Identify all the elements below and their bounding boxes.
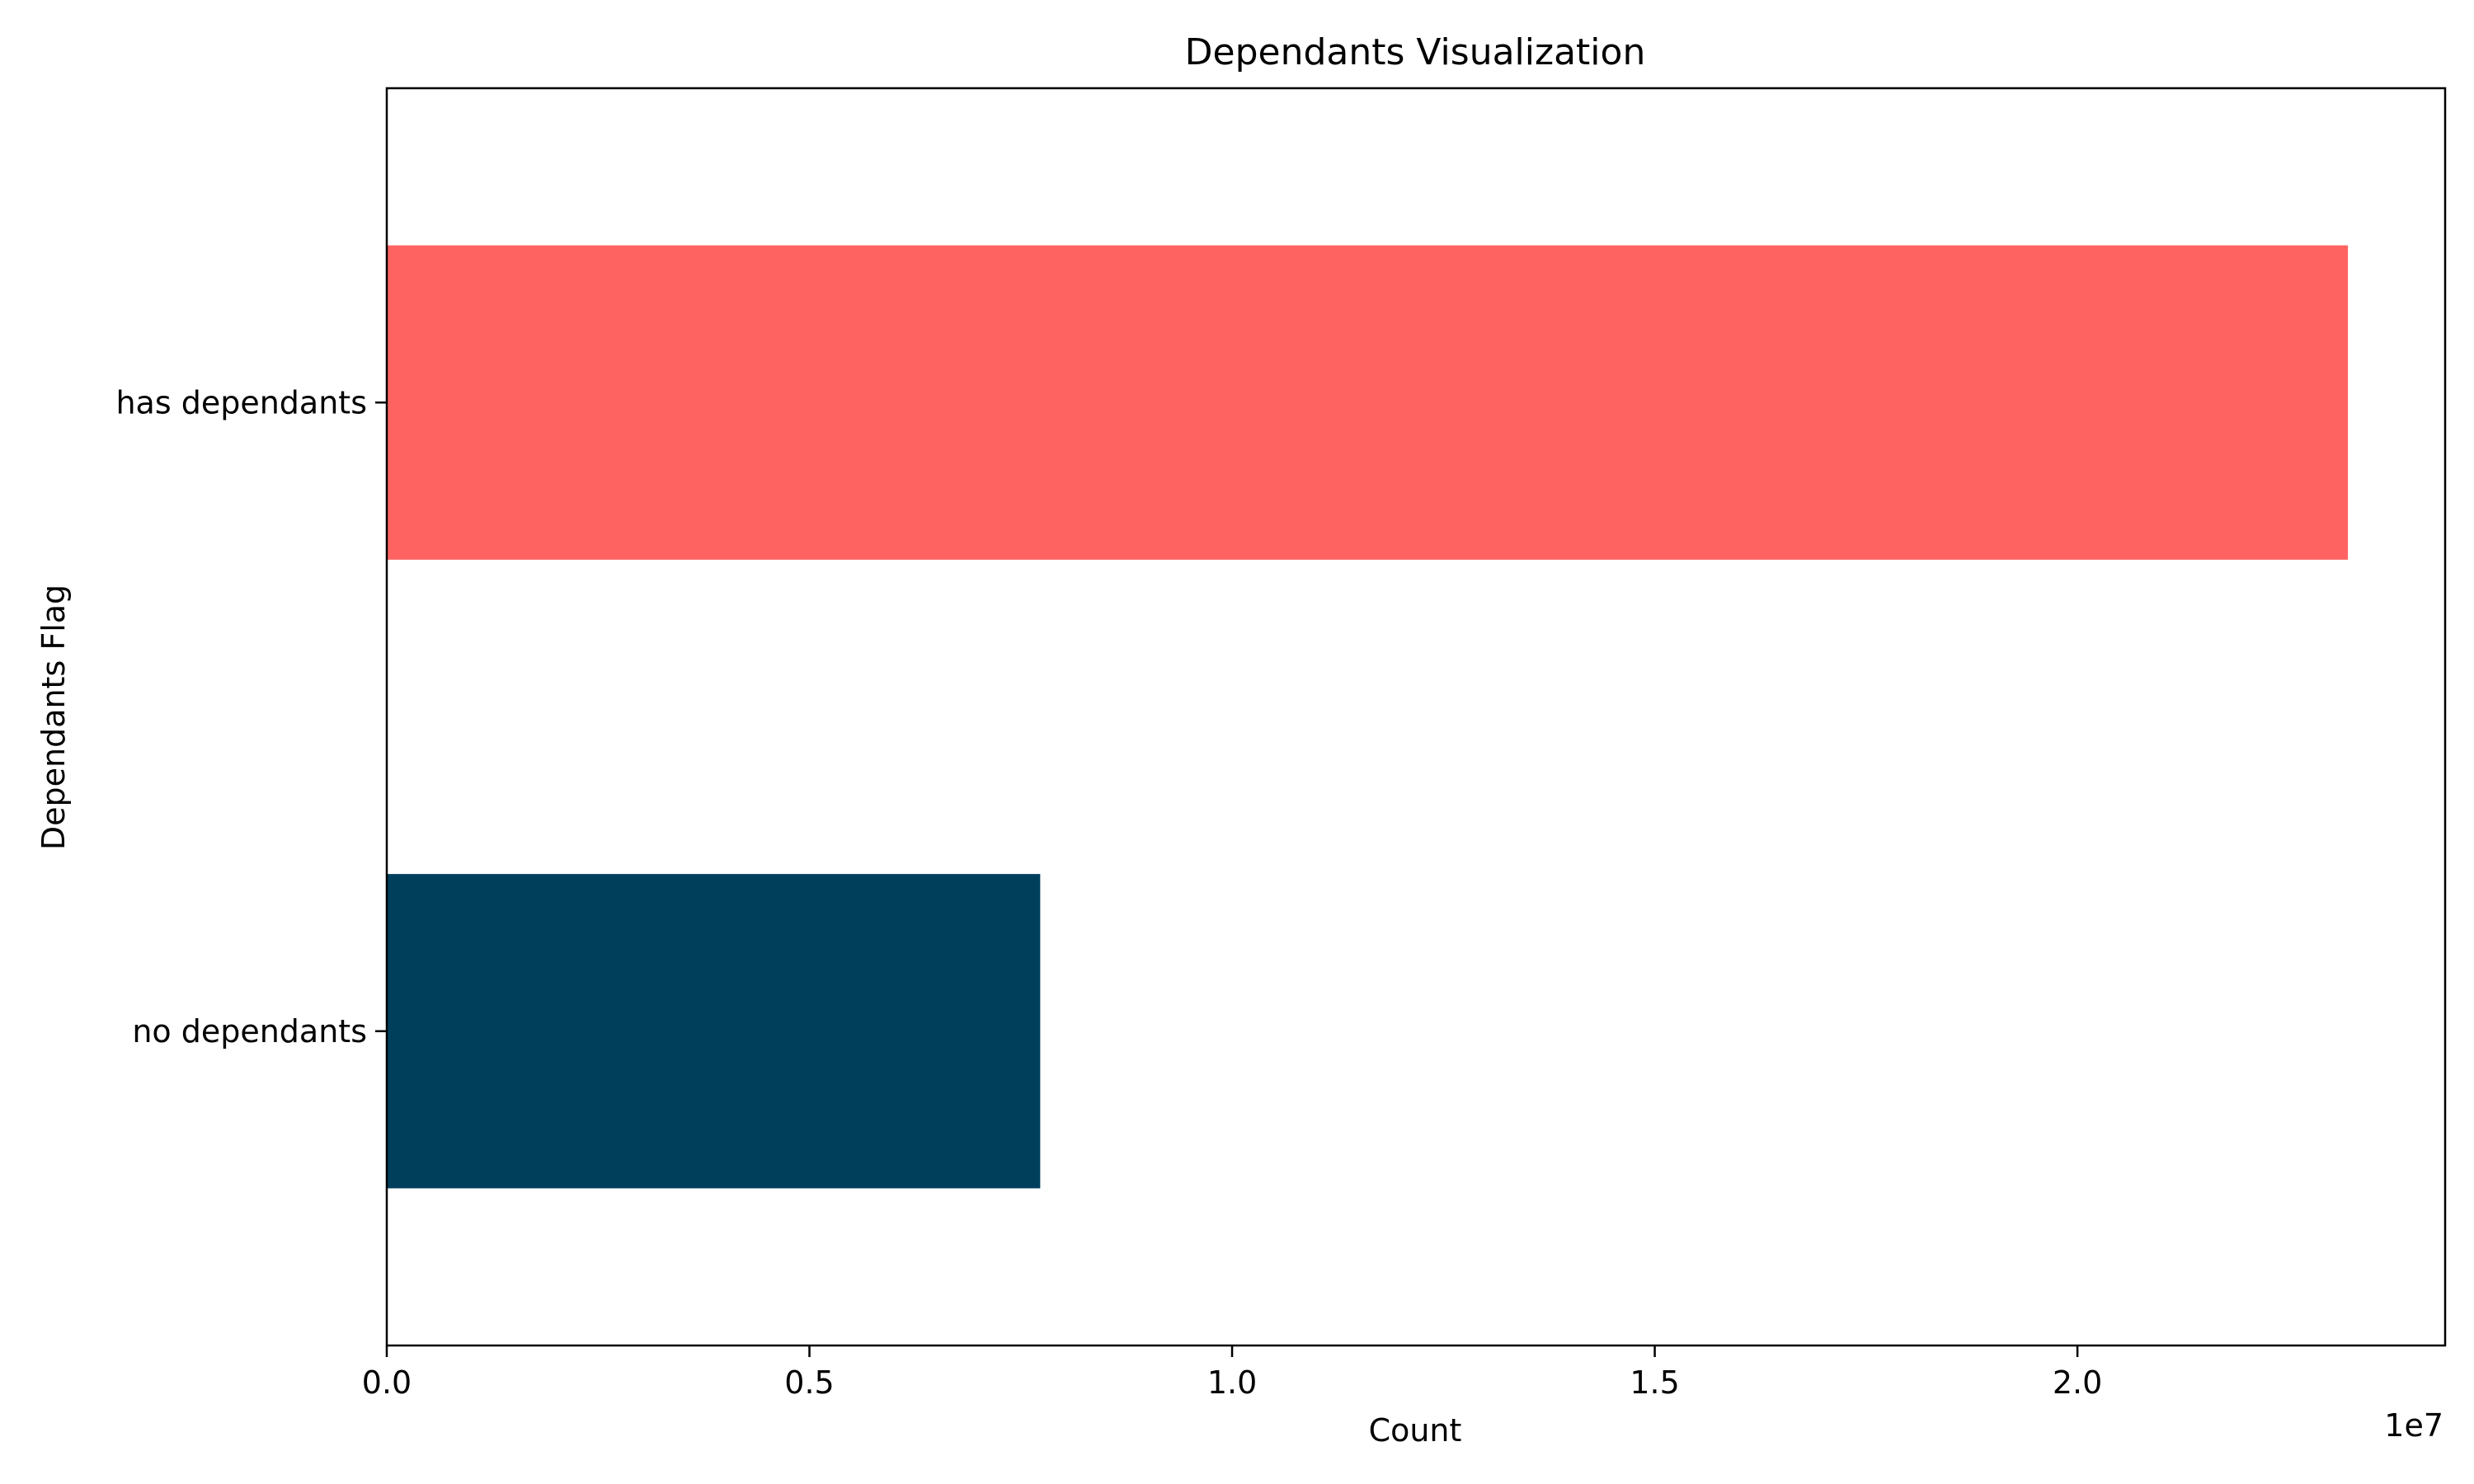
y-tick-label-has-dependants: has dependants <box>115 384 367 420</box>
x-tick-label-1: 0.5 <box>784 1364 834 1401</box>
y-tick-label-no-dependants: no dependants <box>132 1013 367 1050</box>
x-axis-offset-text: 1e7 <box>2384 1407 2443 1444</box>
x-tick-label-4: 2.0 <box>2053 1364 2102 1401</box>
y-axis-label: Dependants Flag <box>35 585 72 850</box>
chart-title: Dependants Visualization <box>1185 31 1646 73</box>
bars-layer <box>387 245 2349 1189</box>
x-tick-label-3: 1.5 <box>1630 1364 1679 1401</box>
bar-has-dependants <box>387 245 2349 560</box>
x-axis-label: Count <box>1369 1412 1462 1449</box>
bar-no-dependants <box>387 874 1041 1189</box>
x-tick-label-2: 1.0 <box>1207 1364 1257 1401</box>
x-tick-label-0: 0.0 <box>362 1364 412 1401</box>
ticks-layer: has dependants no dependants 0.0 0.5 1.0 1.5 2… <box>115 384 2102 1401</box>
plot-area-frame <box>385 87 2447 1347</box>
